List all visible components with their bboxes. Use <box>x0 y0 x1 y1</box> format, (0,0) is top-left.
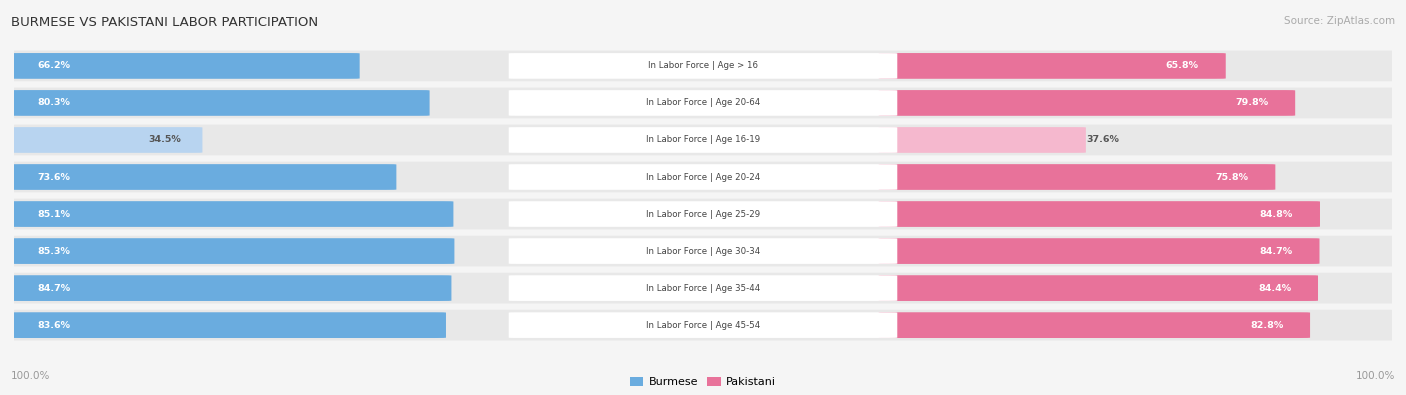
FancyBboxPatch shape <box>11 312 446 338</box>
FancyBboxPatch shape <box>0 124 1406 155</box>
FancyBboxPatch shape <box>11 90 430 116</box>
Text: 34.5%: 34.5% <box>148 135 181 145</box>
FancyBboxPatch shape <box>0 310 1406 340</box>
Text: In Labor Force | Age 45-54: In Labor Force | Age 45-54 <box>645 321 761 330</box>
Text: In Labor Force | Age 30-34: In Labor Force | Age 30-34 <box>645 246 761 256</box>
Text: In Labor Force | Age 35-44: In Labor Force | Age 35-44 <box>645 284 761 293</box>
FancyBboxPatch shape <box>879 201 1320 227</box>
Text: 100.0%: 100.0% <box>1355 371 1395 381</box>
FancyBboxPatch shape <box>11 238 454 264</box>
FancyBboxPatch shape <box>11 53 360 79</box>
Text: 82.8%: 82.8% <box>1250 321 1284 330</box>
FancyBboxPatch shape <box>0 88 1406 118</box>
Legend: Burmese, Pakistani: Burmese, Pakistani <box>626 372 780 391</box>
Text: 85.1%: 85.1% <box>38 209 70 218</box>
FancyBboxPatch shape <box>879 275 1317 301</box>
FancyBboxPatch shape <box>509 53 897 79</box>
FancyBboxPatch shape <box>509 90 897 116</box>
FancyBboxPatch shape <box>879 164 1275 190</box>
Text: 100.0%: 100.0% <box>11 371 51 381</box>
Text: In Labor Force | Age 20-24: In Labor Force | Age 20-24 <box>645 173 761 182</box>
Text: 84.4%: 84.4% <box>1258 284 1291 293</box>
Text: 73.6%: 73.6% <box>38 173 70 182</box>
FancyBboxPatch shape <box>509 312 897 338</box>
FancyBboxPatch shape <box>0 236 1406 267</box>
Text: 79.8%: 79.8% <box>1236 98 1268 107</box>
FancyBboxPatch shape <box>11 201 453 227</box>
FancyBboxPatch shape <box>0 51 1406 81</box>
Text: 84.7%: 84.7% <box>38 284 70 293</box>
FancyBboxPatch shape <box>509 127 897 153</box>
FancyBboxPatch shape <box>11 275 451 301</box>
FancyBboxPatch shape <box>509 164 897 190</box>
Text: 65.8%: 65.8% <box>1166 61 1199 70</box>
Text: BURMESE VS PAKISTANI LABOR PARTICIPATION: BURMESE VS PAKISTANI LABOR PARTICIPATION <box>11 16 318 29</box>
FancyBboxPatch shape <box>879 53 1226 79</box>
Text: 37.6%: 37.6% <box>1087 135 1119 145</box>
FancyBboxPatch shape <box>879 90 1295 116</box>
Text: In Labor Force | Age 16-19: In Labor Force | Age 16-19 <box>645 135 761 145</box>
FancyBboxPatch shape <box>0 273 1406 303</box>
Text: Source: ZipAtlas.com: Source: ZipAtlas.com <box>1284 16 1395 26</box>
Text: 83.6%: 83.6% <box>38 321 70 330</box>
Text: 85.3%: 85.3% <box>38 246 70 256</box>
Text: 84.8%: 84.8% <box>1260 209 1294 218</box>
Text: In Labor Force | Age 25-29: In Labor Force | Age 25-29 <box>645 209 761 218</box>
FancyBboxPatch shape <box>879 312 1310 338</box>
FancyBboxPatch shape <box>509 238 897 264</box>
Text: In Labor Force | Age 20-64: In Labor Force | Age 20-64 <box>645 98 761 107</box>
Text: 80.3%: 80.3% <box>38 98 70 107</box>
FancyBboxPatch shape <box>879 127 1085 153</box>
FancyBboxPatch shape <box>11 127 202 153</box>
Text: 84.7%: 84.7% <box>1260 246 1292 256</box>
Text: In Labor Force | Age > 16: In Labor Force | Age > 16 <box>648 61 758 70</box>
FancyBboxPatch shape <box>509 201 897 227</box>
Text: 66.2%: 66.2% <box>38 61 70 70</box>
FancyBboxPatch shape <box>11 164 396 190</box>
FancyBboxPatch shape <box>509 275 897 301</box>
FancyBboxPatch shape <box>0 162 1406 192</box>
Text: 75.8%: 75.8% <box>1215 173 1249 182</box>
FancyBboxPatch shape <box>879 238 1319 264</box>
FancyBboxPatch shape <box>0 199 1406 229</box>
